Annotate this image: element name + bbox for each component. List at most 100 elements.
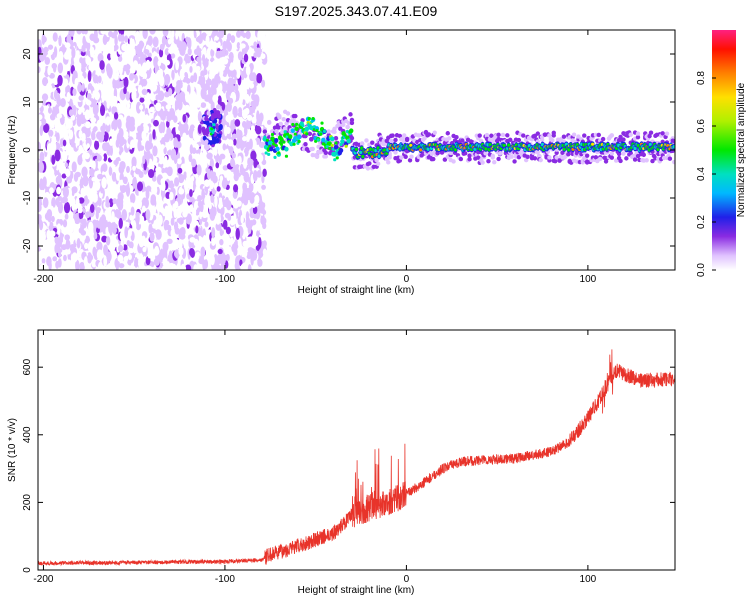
spectrogram-cell [215,213,221,225]
spectrogram-cell [41,35,47,43]
spectrogram-cell [52,256,58,262]
spectrogram-cell [196,56,202,63]
spectrogram-cell [173,155,178,165]
spectrogram-cell [89,192,94,204]
spectrogram-cell [124,131,129,138]
spectrogram-cell [345,124,350,130]
spectrogram-cell [333,175,337,181]
spectrogram-cell [91,130,96,141]
spectrogram-cell [264,151,268,155]
spectrogram-cell [111,250,118,260]
spectrogram-cell [635,134,641,140]
spectrogram-cell [74,216,81,225]
spectrogram-cell [237,129,243,140]
spectrogram-cell [390,133,395,138]
spectrogram-cell [222,143,227,151]
spectrogram-cell [293,113,298,119]
spectrogram-cell [105,116,111,126]
spectrogram-cell [169,191,174,201]
spectrogram-cell [129,73,134,81]
spectrogram-cell [170,263,177,270]
spectrogram-cell [94,84,101,90]
spectrogram-xtick-label: 0 [404,274,410,285]
spectrogram-cell [137,181,144,192]
spectrogram-cell [193,72,198,83]
spectrogram-cell [265,138,269,142]
spectrogram-cell [584,153,590,158]
spectrogram-cell [274,144,278,148]
spectrogram-cell [240,139,245,150]
spectrogram-cell [52,32,58,42]
spectrogram-cell [180,204,185,211]
spectrogram-cell [210,61,217,69]
spectrogram-cell [237,155,242,166]
spectrogram-cell [359,150,363,155]
spectrogram-cell [561,134,567,139]
spectrogram-cell [163,196,168,205]
spectrogram-cell [173,164,178,176]
spectrogram-cell [68,109,74,117]
spectrogram-cell [57,172,62,183]
spectrogram-cell [155,229,162,240]
spectrogram-cell [224,238,231,247]
spectrogram-cell [169,108,176,121]
spectrogram-cell [65,123,71,130]
spectrogram-cell [245,211,250,222]
spectrogram-cell [111,211,115,223]
spectrogram-cell [364,138,369,143]
colorbar-tick-label: 0.6 [696,119,707,133]
spectrogram-cell [182,113,187,123]
spectrogram-cell [134,257,139,268]
spectrogram-cell [160,188,166,199]
spectrogram-cell [616,151,622,157]
spectrogram-cell [291,101,295,107]
spectrogram-cell [299,215,303,221]
spectrogram-cell [42,197,49,209]
spectrogram-cell [237,51,244,61]
spectrogram-cell [168,180,175,189]
spectrogram-cell [311,117,315,121]
spectrogram-cell [141,130,147,141]
spectrogram-cell [97,53,104,63]
spectrogram-cell [176,158,182,165]
spectrogram-cell [132,165,136,171]
spectrogram-cell [93,232,98,240]
spectrogram-cell [166,120,170,128]
spectrogram-cell [231,152,236,159]
spectrogram-cell [113,73,119,81]
spectrogram-cell [218,82,223,93]
spectrogram-cell [61,105,67,112]
spectrogram-cell [142,246,147,253]
spectrogram-cell [282,140,286,144]
spectrogram-cell [240,214,244,224]
spectrogram-cell [135,46,143,58]
spectrogram-cell [233,184,239,193]
spectrogram-cell [321,160,325,166]
spectrogram-cell [614,158,619,163]
spectrogram-cell [198,238,204,245]
spectrogram-cell [535,131,540,136]
spectrogram-cell [609,151,615,156]
spectrogram-cell [243,171,250,183]
spectrogram-cell [81,61,86,73]
spectrogram-cell [250,72,257,82]
spectrogram-cell [168,87,173,97]
spectrogram-xtick-label: -200 [33,274,53,285]
spectrogram-cell [241,109,248,120]
spectrogram-cell [202,235,207,246]
spectrogram-cell [175,60,180,71]
spectrogram-cell [269,146,274,152]
spectrogram-cell [49,72,55,79]
spectrogram-cell [227,77,234,89]
spectrogram-cell [164,205,169,213]
spectrogram-cell [226,41,232,52]
spectrogram-cell [105,226,109,236]
spectrogram-cell [228,51,234,61]
spectrogram-cell [100,125,105,132]
spectrogram-cell [45,82,52,94]
spectrogram-cell [162,110,169,117]
spectrogram-cell [189,247,195,257]
spectrogram-cell [74,171,81,178]
spectrogram-cell [291,122,295,127]
spectrogram-cell [51,108,56,120]
